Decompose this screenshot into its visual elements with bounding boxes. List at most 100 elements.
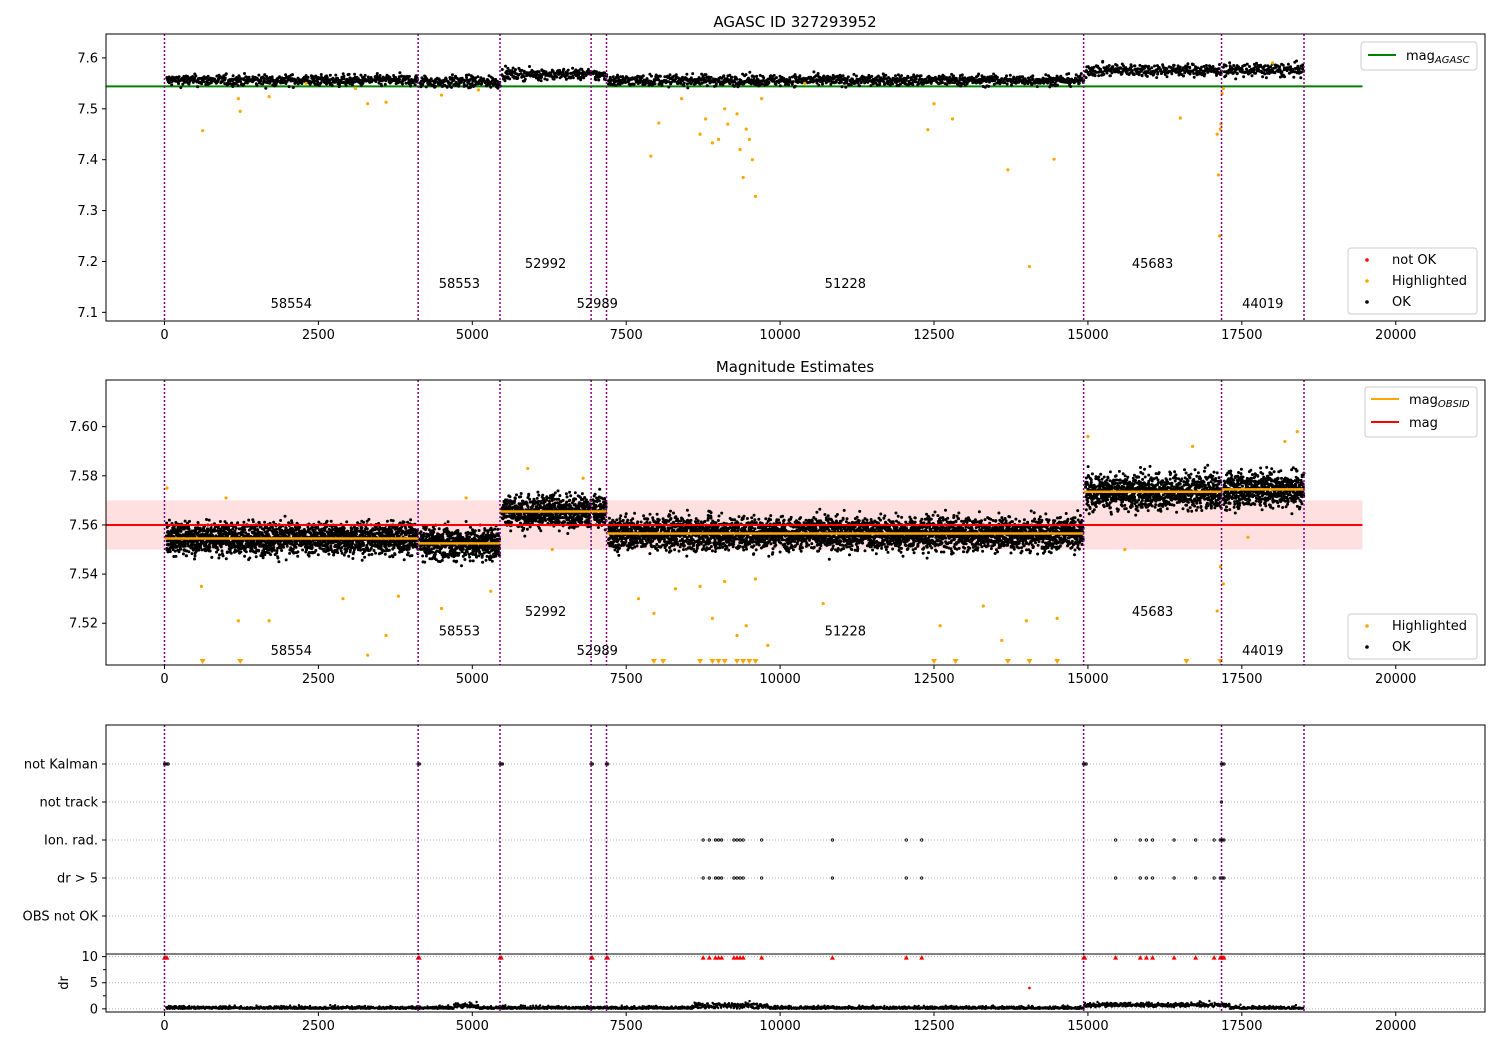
highlighted-point	[766, 643, 770, 647]
legend-marker-highlighted	[1365, 279, 1369, 283]
flag-row-label: Ion. rad.	[44, 834, 98, 849]
highlighted-point	[735, 112, 739, 116]
highlighted-point	[1055, 616, 1059, 620]
flag-point	[1194, 876, 1198, 880]
highlighted-point	[384, 633, 388, 638]
dr-axis-label: dr	[57, 976, 72, 990]
dr-clipped-marker	[1211, 955, 1217, 960]
highlighted-point	[1246, 535, 1250, 539]
highlighted-point	[716, 137, 721, 141]
flag-point	[1084, 762, 1088, 766]
x-tick-label: 17500	[1221, 328, 1262, 343]
highlighted-point	[439, 606, 444, 611]
highlighted-point	[710, 616, 714, 620]
flag-point	[1150, 876, 1155, 880]
flag-row-label: not Kalman	[24, 758, 98, 773]
dr-clipped-marker	[1171, 955, 1177, 960]
dr-clipped-marker	[700, 955, 706, 960]
highlighted-point	[384, 100, 388, 104]
clipped-low-marker	[931, 659, 938, 664]
dr-clipped-marker	[903, 955, 909, 960]
obsid-label: 52989	[577, 644, 618, 659]
flag-point	[1083, 762, 1087, 766]
highlighted-point	[304, 81, 308, 85]
clipped-low-marker	[650, 659, 657, 664]
flag-point	[1222, 876, 1226, 880]
y-tick-label: 0	[90, 1002, 98, 1017]
y-tick-label: 7.60	[69, 420, 98, 435]
highlighted-point	[950, 117, 955, 121]
flag-point	[735, 838, 739, 842]
clipped-low-marker	[715, 659, 722, 664]
legend-label: OK	[1392, 295, 1411, 310]
dr-clipped-marker	[1113, 955, 1119, 960]
highlighted-point	[723, 107, 727, 111]
obsid-label: 58554	[271, 644, 312, 659]
flag-point	[1172, 876, 1176, 880]
agasc-magnitude-panel: AGASC ID 327293952 58554 58553 52992 52989 5…	[77, 13, 1486, 343]
flag-point	[701, 876, 705, 880]
x-tick-label: 17500	[1221, 672, 1262, 687]
x-tick-label: 5000	[456, 328, 489, 343]
flags-and-dr-panel: not Kalman not track Ion. rad. dr > 5 OBS no…	[23, 724, 1486, 1034]
flag-point	[713, 838, 718, 842]
highlighted-point	[657, 121, 661, 125]
clipped-low-marker	[199, 659, 206, 664]
obsid-label: 52992	[525, 605, 566, 620]
highlighted-point	[1216, 173, 1221, 177]
dr-clipped-marker	[1193, 955, 1199, 960]
flag-point	[499, 762, 503, 766]
flag-point	[1138, 838, 1142, 842]
panel-title: AGASC ID 327293952	[713, 13, 876, 31]
highlighted-point	[1123, 547, 1127, 552]
legend-label: magOBSID	[1409, 393, 1470, 410]
legend-frame	[1347, 247, 1478, 315]
flag-point	[830, 876, 835, 880]
flag-point	[1138, 876, 1142, 880]
dr-clipped-marker	[1143, 955, 1149, 960]
x-tick-label: 0	[160, 328, 168, 343]
plot-frame	[105, 33, 1486, 322]
x-tick-label: 20000	[1375, 328, 1416, 343]
highlighted-point	[1221, 86, 1225, 91]
y-tick-label: 7.2	[77, 255, 98, 270]
highlighted-point	[1218, 234, 1222, 238]
flag-point	[720, 838, 724, 842]
highlighted-point	[1215, 132, 1219, 136]
x-tick-label: 15000	[1067, 1019, 1108, 1034]
legend-top-right: magAGASC	[1360, 41, 1478, 71]
highlighted-point	[673, 587, 678, 591]
magnitude-estimates-panel: Magnitude Estimates 58554 58553 52992 52989…	[69, 358, 1486, 687]
obsid-label: 58554	[271, 297, 312, 312]
highlighted-point	[199, 584, 204, 588]
flag-row-label: not track	[39, 796, 98, 811]
x-tick-label: 0	[160, 1019, 168, 1034]
flag-point	[735, 876, 739, 880]
flag-point	[1194, 838, 1198, 842]
highlighted-point	[938, 624, 942, 628]
highlighted-point	[550, 547, 554, 552]
clipped-low-marker	[237, 659, 244, 664]
obsid-label: 58553	[439, 277, 480, 292]
flag-point	[716, 838, 721, 842]
flag-point	[707, 838, 711, 842]
obsid-label: 52992	[525, 257, 566, 272]
clipped-low-marker	[734, 659, 741, 664]
flag-point	[417, 762, 421, 766]
legend-frame	[1360, 41, 1478, 71]
flag-point	[713, 876, 718, 880]
y-tick-label: 7.3	[77, 204, 98, 219]
flag-point	[500, 762, 505, 766]
flag-point	[1144, 876, 1149, 880]
highlighted-point	[753, 194, 758, 198]
highlighted-point	[224, 496, 228, 500]
y-tick-label: 7.4	[77, 153, 98, 168]
flag-point	[732, 838, 736, 842]
dr-clipped-marker	[759, 955, 765, 960]
dr-clipped-marker	[719, 955, 725, 960]
y-tick-label: 5	[90, 976, 98, 991]
highlighted-point	[476, 88, 481, 92]
y-tick-label: 10	[81, 950, 98, 965]
clipped-low-marker	[1004, 659, 1011, 664]
highlighted-point	[741, 175, 745, 180]
